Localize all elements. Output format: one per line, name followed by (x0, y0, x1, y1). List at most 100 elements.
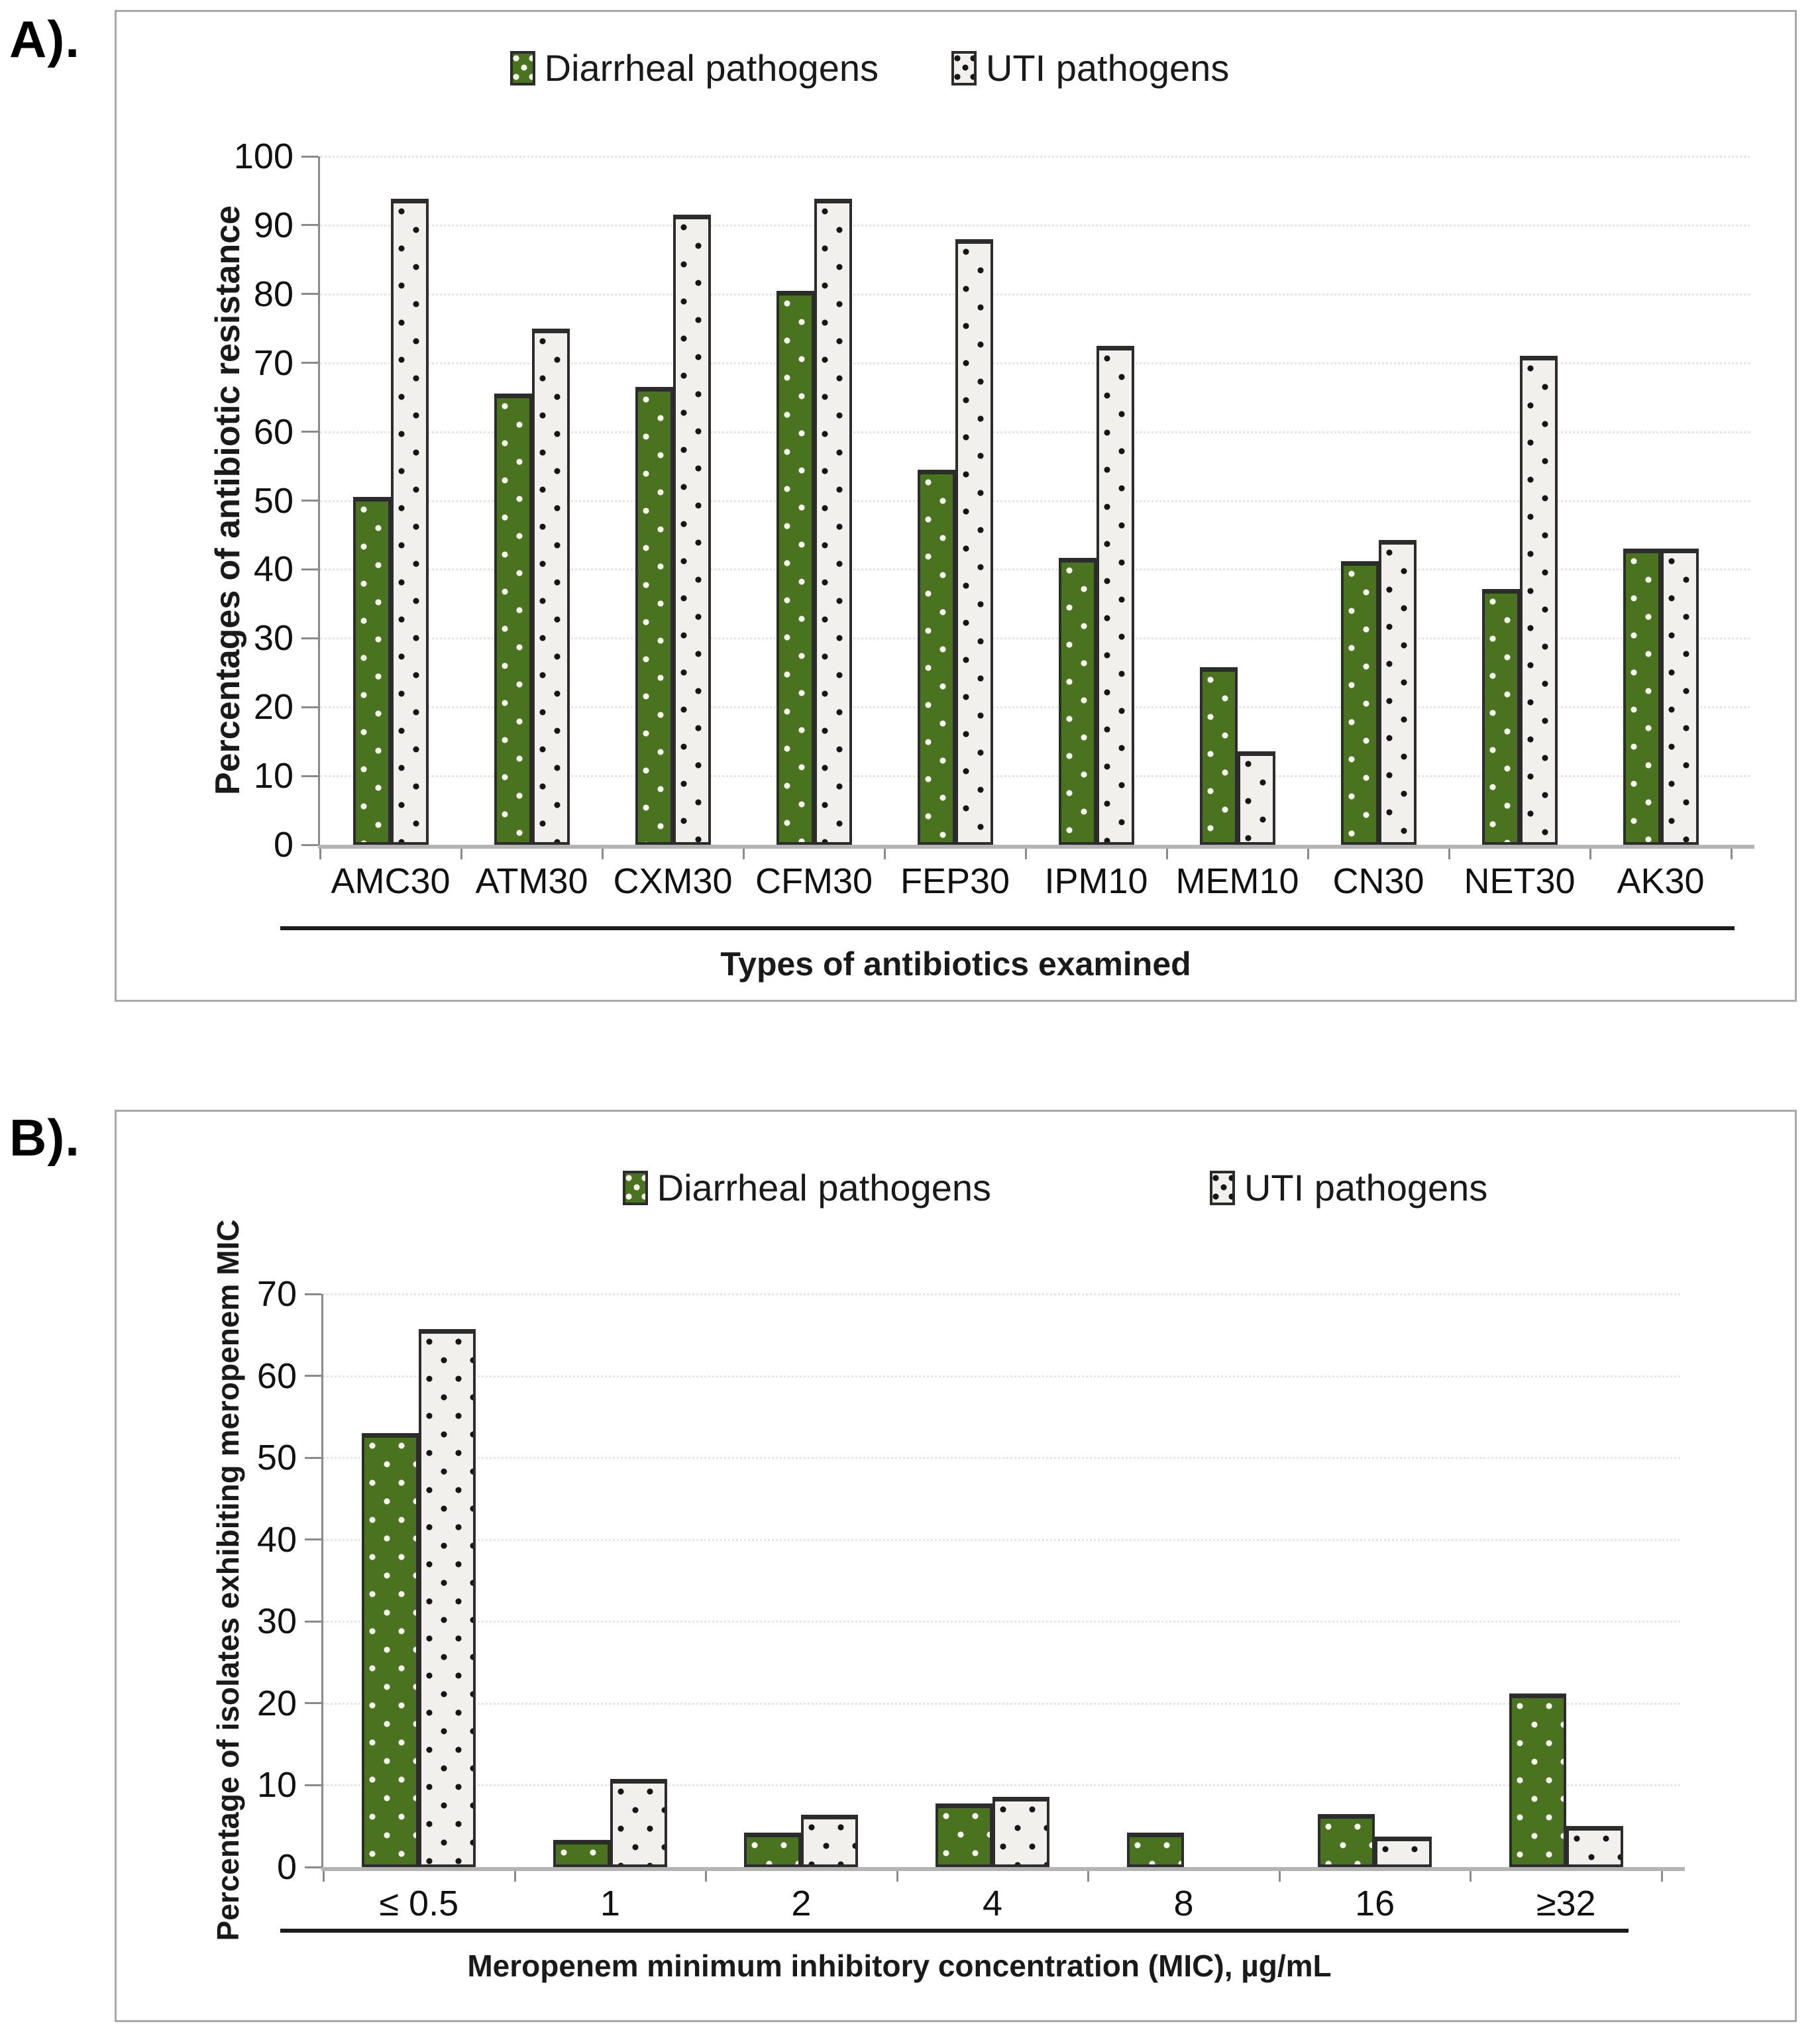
y-tick-label-10: 10 (253, 756, 294, 796)
x-category-label-AK30: AK30 (1617, 861, 1705, 901)
bar-uti-CXM30 (672, 215, 711, 845)
bar-uti-ATM30 (531, 328, 570, 845)
x-category-label-CXM30: CXM30 (613, 861, 733, 901)
bar-diarrheal-ATM30 (494, 394, 532, 845)
bar-diarrheal-≤ 0.5 (362, 1433, 419, 1867)
y-tick-label-70: 70 (256, 1274, 297, 1314)
bar-uti-CN30 (1378, 539, 1417, 845)
y-axis-tick-70 (301, 362, 318, 364)
x-category-label-≥32: ≥32 (1536, 1884, 1596, 1923)
chart-b-plot-area: 0 10 20 30 40 50 60 70 ≤ 0.5 1 2 4 8 16 ≥32 (257, 1274, 1685, 1923)
y-tick-label-20: 20 (256, 1683, 297, 1723)
x-axis-tick-7 (1661, 1871, 1663, 1882)
legend-item-uti: UTI pathogens (951, 46, 1229, 89)
gridline-80 (320, 293, 1750, 295)
bar-uti-AMC30 (390, 199, 429, 845)
bar-diarrheal-CFM30 (776, 290, 814, 845)
y-tick-label-0: 0 (273, 825, 294, 865)
x-category-label-1: 1 (600, 1884, 620, 1923)
bar-diarrheal-AK30 (1623, 549, 1661, 845)
bar-uti-4 (992, 1796, 1049, 1867)
bar-uti-CFM30 (814, 199, 852, 845)
bar-uti-AK30 (1660, 549, 1699, 845)
x-axis-tick-4 (884, 849, 886, 859)
gridline-50 (323, 1457, 1680, 1460)
gridline-70 (320, 362, 1750, 364)
panel-a-tag: A). (9, 10, 80, 68)
bar-diarrheal-16 (1318, 1813, 1375, 1867)
x-axis-tick-6 (1166, 849, 1168, 859)
x-category-label-FEP30: FEP30 (900, 861, 1010, 901)
x-axis-tick-3 (743, 849, 745, 859)
x-axis-tick-8 (1448, 849, 1450, 859)
x-axis-tick-7 (1307, 849, 1309, 859)
y-tick-label-70: 70 (253, 343, 294, 383)
diarrheal-swatch-icon (509, 50, 535, 85)
gridline-70 (323, 1293, 1680, 1295)
x-axis-title-b: Meropenem minimum inhibitory concentrati… (467, 1949, 1332, 1983)
y-tick-label-40: 40 (253, 549, 294, 590)
gridline-60 (320, 431, 1750, 433)
x-axis-tick-9 (1589, 849, 1591, 859)
y-axis-tick-50 (305, 1456, 321, 1459)
x-category-label-4: 4 (982, 1884, 1002, 1923)
gridline-100 (320, 156, 1750, 158)
bar-diarrheal-FEP30 (917, 469, 955, 845)
legend-b: Diarrheal pathogens UTI pathogens (117, 1166, 1795, 1209)
bar-diarrheal-1 (553, 1840, 610, 1867)
y-axis-tick-100 (301, 155, 318, 158)
bar-diarrheal-AMC30 (352, 497, 391, 845)
bar-diarrheal-IPM10 (1058, 557, 1097, 845)
bar-diarrheal-4 (936, 1803, 992, 1867)
bar-uti-≥32 (1566, 1826, 1623, 1867)
y-tick-label-30: 30 (256, 1601, 297, 1642)
x-axis-tick-1 (460, 849, 462, 859)
y-axis-tick-60 (305, 1375, 321, 1377)
y-tick-label-0: 0 (276, 1847, 297, 1887)
y-axis-tick-20 (301, 706, 318, 708)
y-tick-label-60: 60 (253, 411, 294, 452)
x-axis-tick-2 (602, 849, 604, 859)
y-axis-tick-0 (301, 843, 318, 846)
y-axis-tick-10 (305, 1784, 321, 1786)
bar-diarrheal-NET30 (1481, 588, 1520, 845)
legend-label-diarrheal: Diarrheal pathogens (657, 1167, 991, 1208)
bar-diarrheal-≥32 (1509, 1693, 1566, 1867)
bar-diarrheal-8 (1126, 1833, 1184, 1867)
x-axis-tick-0 (319, 849, 321, 859)
y-tick-label-30: 30 (253, 618, 294, 659)
bar-uti-NET30 (1519, 356, 1558, 845)
y-axis-tick-30 (301, 637, 318, 639)
y-tick-label-50: 50 (256, 1438, 297, 1478)
chart-a-plot-area: 0 10 20 30 40 50 60 70 80 90 100 AMC30 ATM30 CXM30 CFM… (234, 136, 1754, 901)
y-axis-tick-20 (305, 1702, 321, 1705)
gridline-30 (323, 1621, 1680, 1623)
x-category-label-AMC30: AMC30 (331, 861, 451, 901)
gridline-90 (320, 224, 1750, 227)
y-axis-tick-40 (301, 568, 318, 570)
x-axis-line (321, 1867, 1685, 1871)
y-axis-tick-30 (305, 1620, 321, 1623)
y-tick-label-10: 10 (256, 1765, 297, 1805)
bar-uti-FEP30 (955, 239, 993, 845)
bar-uti-16 (1375, 1837, 1432, 1867)
bar-diarrheal-CXM30 (635, 387, 673, 845)
bar-diarrheal-CN30 (1340, 561, 1379, 845)
gridline-10 (323, 1784, 1680, 1787)
y-tick-label-80: 80 (253, 274, 294, 314)
x-axis-underline-a (280, 926, 1735, 930)
x-category-label-2: 2 (791, 1884, 812, 1923)
gridline-40 (320, 568, 1750, 571)
x-axis-tick-10 (1731, 849, 1733, 859)
x-category-label-NET30: NET30 (1464, 861, 1576, 901)
y-axis-tick-80 (301, 293, 318, 295)
diarrheal-swatch-icon (622, 1170, 648, 1205)
gridline-20 (323, 1702, 1680, 1705)
legend-item-diarrheal: Diarrheal pathogens (622, 1166, 991, 1209)
y-axis-line (318, 156, 320, 845)
bar-uti-2 (801, 1814, 859, 1867)
legend-label-uti: UTI pathogens (1244, 1167, 1488, 1208)
legend-a: Diarrheal pathogens UTI pathogens (117, 46, 1795, 89)
x-category-label-CFM30: CFM30 (755, 861, 873, 901)
